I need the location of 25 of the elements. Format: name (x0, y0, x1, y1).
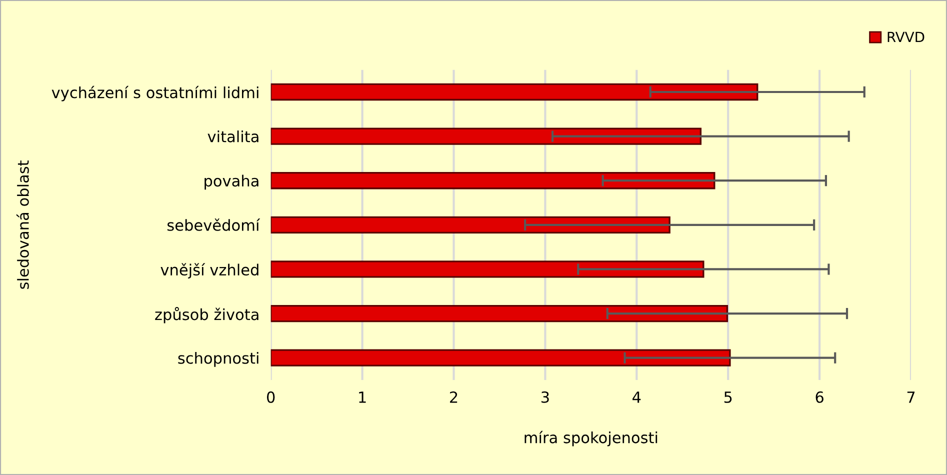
bar (270, 172, 716, 190)
y-tick-label: schopnosti (178, 352, 258, 367)
bar (270, 128, 702, 145)
legend-label: RVVD (888, 32, 924, 42)
bar (270, 260, 704, 278)
y-tick-label: sebevědomí (167, 218, 260, 231)
y-tick-label: vycházení s ostatními lidmi (52, 86, 258, 102)
bar (270, 349, 731, 366)
x-tick-label: 5 (724, 392, 732, 403)
x-axis-title: míra spokojenosti (524, 430, 658, 446)
bar (270, 216, 670, 234)
x-tick-label: 6 (816, 391, 824, 403)
x-tick-label: 7 (907, 392, 915, 403)
y-tick-label: vitalita (208, 130, 258, 142)
y-tick-label: povaha (204, 174, 258, 190)
x-tick-label: 4 (632, 392, 641, 403)
bar (270, 83, 758, 101)
y-axis-title: sledovaná oblast (16, 160, 29, 289)
y-tick-label: vnější vzhled (160, 263, 258, 279)
x-tick-label: 3 (542, 391, 549, 403)
y-tick-label: způsob života (155, 307, 258, 324)
bar (270, 304, 728, 322)
x-tick-label: 1 (359, 392, 366, 403)
x-tick-label: 2 (450, 391, 458, 403)
x-tick-label: 0 (266, 391, 275, 403)
